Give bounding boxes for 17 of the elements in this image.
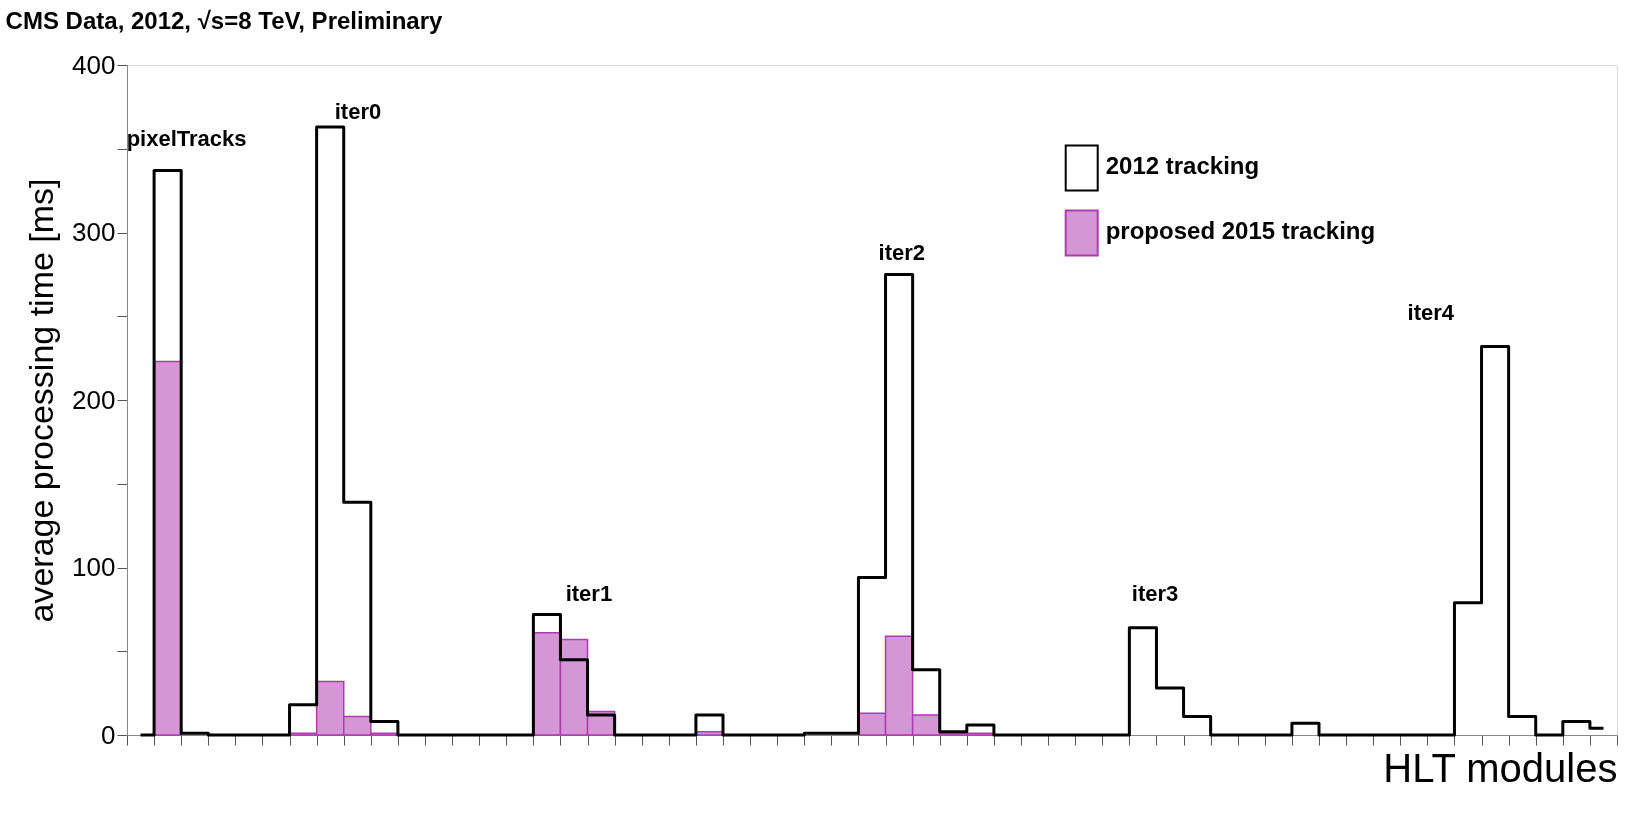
y-tick-label: 0 bbox=[101, 719, 116, 750]
y-axis-title: average processing time [ms] bbox=[22, 178, 61, 623]
legend-label: proposed 2015 tracking bbox=[1105, 217, 1376, 245]
annotation: iter3 bbox=[1131, 581, 1179, 607]
annotation: iter4 bbox=[1407, 299, 1455, 325]
annotation: iter1 bbox=[565, 581, 613, 607]
legend-label: 2012 tracking bbox=[1105, 152, 1260, 180]
y-tick-label: 300 bbox=[72, 217, 116, 247]
y-tick-label: 200 bbox=[72, 384, 116, 415]
annotation: iter0 bbox=[334, 98, 382, 124]
x-axis-title: HLT modules bbox=[1383, 746, 1618, 790]
chart-title: CMS Data, 2012, √s=8 TeV, Preliminary bbox=[5, 7, 444, 34]
annotation: iter2 bbox=[878, 239, 926, 265]
annotation: pixelTracks bbox=[126, 125, 247, 151]
y-tick-label: 400 bbox=[72, 49, 116, 80]
bar bbox=[695, 730, 724, 736]
y-tick-label: 100 bbox=[72, 552, 116, 582]
